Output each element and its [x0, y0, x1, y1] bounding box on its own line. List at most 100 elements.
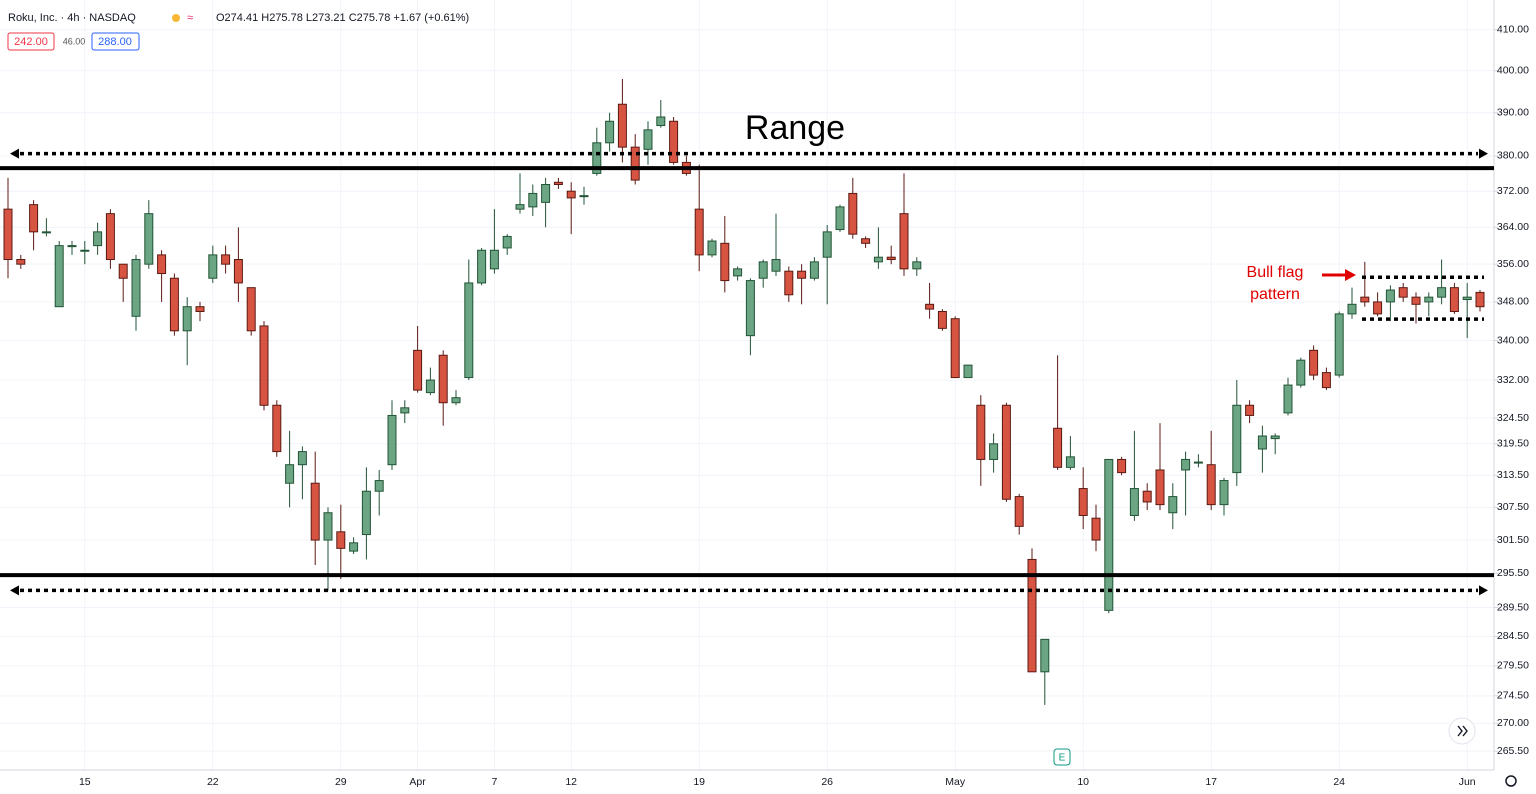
candle-body — [1104, 458, 1114, 611]
candle-body — [297, 451, 307, 466]
candle-body — [349, 542, 359, 552]
candle-body — [1411, 296, 1421, 305]
candle-body — [464, 282, 474, 379]
y-tick-label: 319.50 — [1497, 438, 1529, 450]
x-tick-label: 15 — [79, 776, 91, 788]
candle-body — [336, 531, 346, 549]
candle-body — [144, 213, 154, 265]
candle-body — [1321, 372, 1331, 389]
y-tick-label: 295.50 — [1497, 567, 1529, 579]
candle-body — [157, 254, 167, 275]
candle-body — [93, 231, 103, 247]
candle-body — [1129, 488, 1139, 516]
candle-body — [797, 270, 807, 279]
candle-body — [528, 192, 538, 208]
earnings-icon[interactable] — [1053, 748, 1071, 766]
y-tick-label: 348.00 — [1497, 296, 1529, 308]
candle-body — [438, 354, 448, 404]
flag-label: Bull flag — [1247, 264, 1304, 281]
candle-body — [387, 414, 397, 466]
candle-body — [105, 213, 115, 261]
market-icon — [172, 14, 180, 22]
candle-body — [1296, 359, 1306, 386]
candle-body — [221, 254, 231, 265]
candle-body — [41, 231, 51, 234]
candle-body — [80, 249, 90, 252]
x-tick-label: 22 — [207, 776, 219, 788]
candle-body — [541, 184, 551, 203]
candle-body — [566, 190, 576, 199]
candle-body — [131, 259, 141, 317]
candle-body — [669, 120, 679, 163]
y-tick-label: 356.00 — [1497, 258, 1529, 270]
candle-body — [477, 249, 487, 284]
candle-body — [1193, 461, 1203, 464]
candle-body — [400, 407, 410, 414]
x-tick-label: 26 — [821, 776, 833, 788]
candle-body — [771, 259, 781, 272]
candle-body — [1360, 296, 1370, 303]
y-tick-label: 289.50 — [1497, 601, 1529, 613]
candle-body — [1309, 349, 1319, 376]
range-label: Range — [745, 109, 845, 147]
x-tick-label: Jun — [1459, 776, 1476, 788]
candle-body — [1091, 517, 1101, 541]
x-tick-label: Apr — [409, 776, 426, 788]
candle-body — [1065, 456, 1075, 468]
y-tick-label: 400.00 — [1497, 64, 1529, 76]
candle-body — [745, 280, 755, 337]
candle-body — [425, 379, 435, 394]
earnings-letter[interactable]: E — [1059, 753, 1066, 764]
candle-body — [925, 303, 935, 310]
candle-body — [630, 146, 640, 181]
candle-body — [246, 287, 256, 332]
candle-body — [310, 482, 320, 541]
candle-body — [886, 256, 896, 261]
candle-body — [1206, 464, 1216, 506]
candle-body — [1475, 291, 1485, 308]
candle-body — [1155, 469, 1165, 506]
y-tick-label: 340.00 — [1497, 334, 1529, 346]
y-tick-label: 324.50 — [1497, 412, 1529, 424]
scroll-arrows[interactable] — [1457, 725, 1468, 737]
candle-body — [1449, 287, 1459, 312]
buy-button[interactable] — [91, 32, 140, 51]
candle-body — [1168, 496, 1178, 514]
candle-body — [502, 235, 512, 249]
y-tick-label: 332.00 — [1497, 374, 1529, 386]
y-tick-label: 284.50 — [1497, 630, 1529, 642]
x-tick-label: 19 — [693, 776, 705, 788]
candle-body — [976, 404, 986, 460]
flag-arrow-head — [1345, 269, 1356, 281]
y-tick-label: 274.50 — [1497, 690, 1529, 702]
candles — [3, 79, 1485, 705]
candle-body — [182, 306, 192, 332]
candle-body — [3, 208, 13, 261]
sell-button[interactable] — [7, 32, 55, 51]
candle-body — [169, 277, 179, 332]
candle-body — [195, 306, 205, 312]
settings-icon[interactable] — [1505, 775, 1517, 787]
candle-body — [643, 129, 653, 150]
y-tick-label: 372.00 — [1497, 185, 1529, 197]
y-tick-label: 364.00 — [1497, 221, 1529, 233]
candle-body — [733, 268, 743, 277]
sell-price[interactable]: 242.00 — [14, 36, 48, 48]
buy-price[interactable]: 288.00 — [98, 36, 132, 48]
candle-body — [1398, 287, 1408, 298]
candle-body — [1257, 435, 1267, 450]
candle-body — [1424, 296, 1434, 303]
candle-body — [822, 231, 832, 258]
candle-body — [861, 238, 871, 244]
annotations: Range Bull flag pattern — [0, 109, 1494, 596]
candle-body — [361, 490, 371, 536]
candle-body — [1385, 289, 1395, 303]
y-tick-label: 380.00 — [1497, 150, 1529, 162]
candle-body — [963, 364, 973, 379]
y-tick-label: 307.50 — [1497, 501, 1529, 513]
candle-body — [1245, 404, 1255, 416]
candle-body — [413, 349, 423, 391]
